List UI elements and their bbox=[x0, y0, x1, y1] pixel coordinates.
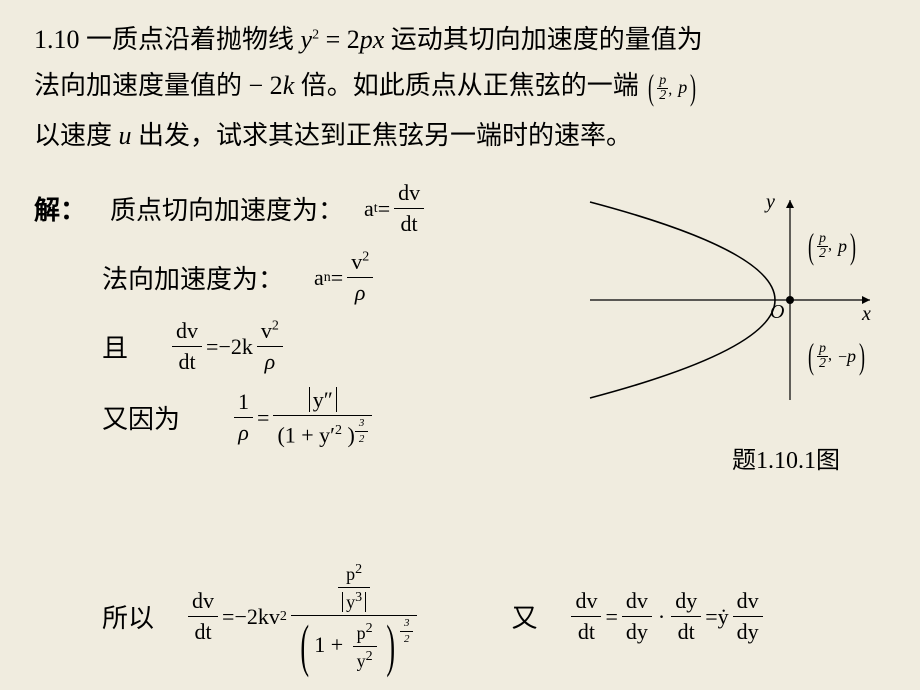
x-axis-label: x bbox=[861, 303, 871, 325]
diagram: y x O (p2, p) (p2, −p) bbox=[580, 190, 880, 430]
eq-so: dvdt = −2kv2 p2y3 (1 + p2y2)32 bbox=[184, 562, 421, 672]
problem-number: 1.10 bbox=[34, 25, 80, 54]
speed-u: u bbox=[119, 121, 132, 150]
text: 一质点沿着抛物线 bbox=[86, 25, 294, 54]
origin-label: O bbox=[770, 301, 784, 323]
label-so: 所以 bbox=[102, 598, 154, 635]
eq-relation: dvdt = −2k v2ρ bbox=[168, 318, 287, 375]
neg-2k: − 2k bbox=[249, 71, 295, 100]
equation-parabola: y2 = 2px bbox=[301, 25, 391, 54]
pt-top-label: (p2, p) bbox=[805, 225, 859, 267]
label-normal: 法向加速度为： bbox=[102, 259, 284, 296]
problem-statement: 1.10 一质点沿着抛物线 y2 = 2px 运动其切向加速度的量值为 法向加速… bbox=[34, 20, 894, 156]
diagram-caption: 题1.10.1图 bbox=[732, 440, 840, 475]
text: 运动其切向加速度的量值为 bbox=[391, 25, 703, 54]
text: 出发，试求其达到正焦弦另一端时的速率。 bbox=[138, 121, 632, 150]
y-axis-arrow bbox=[786, 200, 794, 208]
label-also2: 又 bbox=[511, 598, 537, 635]
text: 法向加速度量值的 bbox=[34, 71, 242, 100]
parabola-diagram: y x O bbox=[580, 190, 880, 410]
text: 倍。如此质点从正焦弦的一端 bbox=[301, 71, 639, 100]
y-axis-label: y bbox=[764, 191, 775, 213]
bottom-row: 所以 dvdt = −2kv2 p2y3 (1 + p2y2)32 又 dvdt… bbox=[34, 562, 894, 672]
pt-bot-label: (p2, −p) bbox=[805, 335, 868, 377]
eq-at: at = dvdt bbox=[364, 180, 428, 237]
label-also: 又因为 bbox=[102, 399, 180, 436]
label-and: 且 bbox=[102, 328, 128, 365]
eq-chain: dvdt = dvdy · dydt = ẏ dvdy bbox=[567, 588, 766, 645]
focus-point bbox=[786, 296, 794, 304]
label-tangential: 质点切向加速度为： bbox=[110, 190, 344, 227]
eq-an: an = v2ρ bbox=[314, 249, 377, 306]
point-p-over-2-p: (p2, p) bbox=[645, 60, 699, 116]
page: 1.10 一质点沿着抛物线 y2 = 2px 运动其切向加速度的量值为 法向加速… bbox=[0, 0, 920, 690]
text: 以速度 bbox=[34, 121, 112, 150]
eq-curvature: 1ρ = y″ (1 + y′2 )32 bbox=[230, 387, 376, 448]
label-solve: 解： bbox=[34, 190, 86, 227]
